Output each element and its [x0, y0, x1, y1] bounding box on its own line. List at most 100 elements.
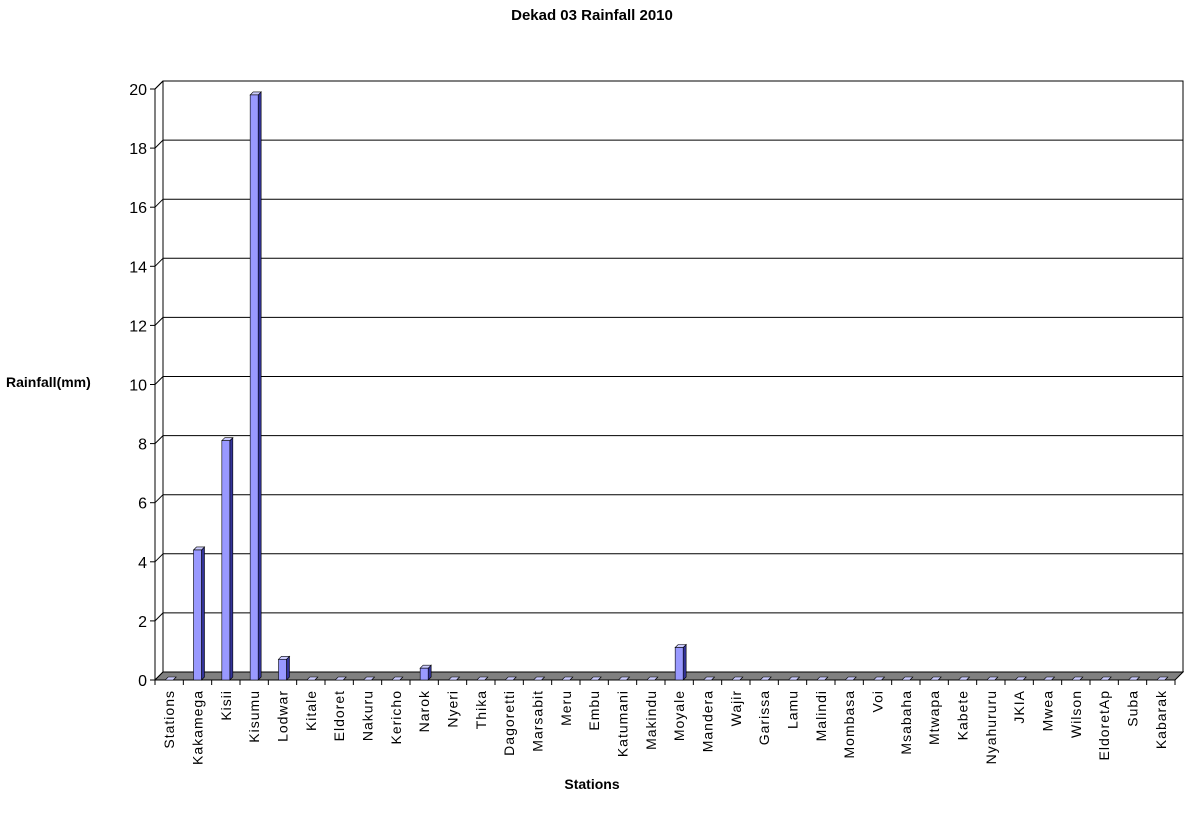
bar-top	[561, 676, 574, 681]
bar-top	[306, 676, 319, 681]
y-axis-top-edge	[154, 80, 164, 90]
x-tick-label: Narok	[416, 690, 432, 732]
bar-kisii	[221, 436, 234, 681]
bar-stations	[164, 676, 177, 681]
bar-top	[646, 676, 659, 681]
bar-dagoretti	[504, 676, 517, 681]
side-wall-gridline	[154, 435, 164, 444]
x-tick-label: Thika	[473, 690, 489, 729]
bar-garissa	[759, 676, 772, 681]
x-tick-label: Nakuru	[360, 690, 376, 741]
y-tick-label: 4	[138, 555, 147, 572]
bar-top	[901, 676, 914, 681]
x-tick-label: EldoretAp	[1096, 690, 1112, 760]
x-tick-label: Eldoret	[331, 690, 347, 741]
bar-malindi	[816, 676, 829, 681]
side-wall-gridline	[154, 376, 164, 385]
x-tick-label: Marsabit	[530, 690, 546, 752]
bar-top	[334, 676, 347, 681]
bar-front	[249, 94, 259, 681]
x-tick-label: Voi	[870, 690, 886, 712]
x-tick-label: Stations	[161, 690, 177, 749]
x-tick-label: Lodwar	[275, 690, 291, 742]
bar-top	[362, 676, 376, 681]
x-tick-label: Meru	[558, 690, 574, 726]
bar-voi	[872, 676, 886, 681]
bar-top	[1127, 676, 1141, 681]
bar-katumani	[617, 676, 631, 681]
y-tick-label: 0	[138, 673, 147, 690]
x-tick-label: Makindu	[643, 690, 659, 750]
bar-thika	[476, 676, 489, 681]
x-tick-label: Nyahururu	[983, 690, 999, 764]
bar-makindu	[646, 676, 659, 681]
bar-top	[872, 676, 886, 681]
bar-suba	[1127, 676, 1141, 681]
bar-top	[532, 676, 546, 681]
bar-top	[391, 676, 404, 681]
bar-mandera	[702, 676, 716, 681]
bar-kabete	[957, 676, 971, 681]
x-tick-label: Kisii	[218, 690, 234, 721]
bar-mombasa	[844, 676, 857, 681]
y-tick-label: 14	[129, 259, 147, 276]
bar-kakamega	[192, 546, 206, 681]
bar-top	[844, 676, 857, 681]
y-tick-label: 8	[138, 437, 147, 454]
side-wall-gridline	[154, 198, 164, 208]
x-tick-label: Msabaha	[898, 690, 914, 755]
side-wall-gridline	[154, 494, 164, 504]
bar-mwea	[1042, 676, 1056, 681]
x-tick-label: Kabarak	[1153, 690, 1169, 749]
bar-front	[674, 647, 684, 681]
bar-top	[1014, 676, 1027, 681]
bar-top	[1042, 676, 1056, 681]
x-axis-label: Stations	[564, 776, 620, 792]
x-tick-label: Mandera	[700, 690, 716, 752]
bar-nyahururu	[986, 676, 999, 681]
bar-front	[419, 667, 429, 681]
x-tick-label: Nyeri	[445, 690, 461, 728]
side-wall-gridline	[154, 612, 164, 622]
x-tick-label: Moyale	[671, 690, 687, 741]
x-tick-label: Embu	[586, 690, 602, 731]
bar-front	[193, 549, 202, 681]
bar-meru	[561, 676, 574, 681]
chart-title: Dekad 03 Rainfall 2010	[511, 7, 673, 24]
x-tick-label: Kabete	[955, 690, 971, 740]
x-tick-label: Mwea	[1040, 690, 1056, 731]
bar-front	[278, 659, 287, 681]
bar-nyeri	[447, 676, 461, 681]
x-tick-label: Mtwapa	[926, 690, 942, 745]
bar-embu	[589, 676, 602, 681]
x-tick-label: Dagoretti	[501, 690, 517, 756]
y-tick-label: 16	[129, 200, 147, 217]
bar-eldoret	[334, 676, 347, 681]
x-tick-label: Kakamega	[190, 690, 206, 765]
bar-side	[229, 436, 234, 681]
bar-side	[257, 91, 262, 681]
y-tick-label: 10	[129, 378, 147, 395]
bar-msabaha	[901, 676, 914, 681]
bar-nakuru	[362, 676, 376, 681]
y-tick-label: 12	[129, 318, 147, 335]
x-tick-label: JKIA	[1011, 690, 1027, 724]
bar-jkia	[1014, 676, 1027, 681]
y-tick-label: 18	[129, 141, 147, 158]
bar-kisumu	[249, 91, 262, 681]
bar-top	[816, 676, 829, 681]
bar-side	[682, 643, 687, 681]
y-tick-label: 6	[138, 496, 147, 513]
bar-top	[759, 676, 772, 681]
bar-front	[221, 440, 231, 681]
bar-moyale	[674, 643, 687, 681]
x-tick-label: Kitale	[303, 690, 319, 731]
x-tick-label: Wajir	[728, 690, 744, 726]
bar-lodwar	[277, 655, 291, 681]
side-wall-gridline	[154, 139, 164, 149]
side-wall-gridline	[154, 317, 164, 326]
bar-top	[589, 676, 602, 681]
x-tick-label: Mombasa	[841, 690, 857, 758]
